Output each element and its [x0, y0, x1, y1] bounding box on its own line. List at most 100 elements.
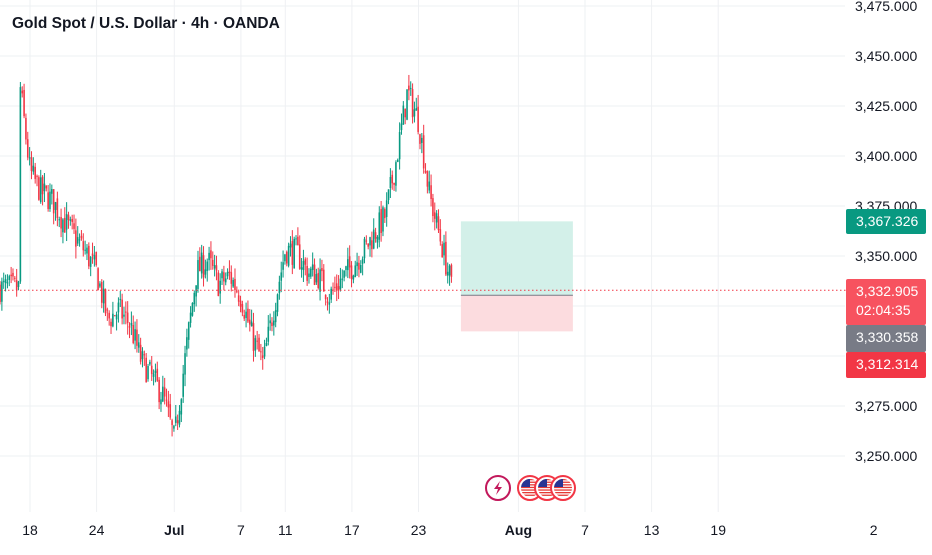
candle-body [26, 139, 29, 158]
candle-body [450, 264, 453, 277]
x-tick-label: 24 [89, 522, 105, 538]
candle-body [352, 275, 355, 280]
candle-body [137, 342, 140, 348]
candle-body [195, 285, 197, 297]
candle-body [430, 185, 432, 200]
candle-body [422, 135, 425, 169]
candle-body [358, 262, 360, 270]
candle-body [250, 321, 253, 327]
candle-body [298, 244, 301, 269]
candle-body [21, 90, 24, 94]
candle-body [110, 321, 112, 327]
candle-body [389, 176, 392, 189]
candle-body [113, 315, 116, 317]
candle-body [112, 313, 114, 327]
candle-body [398, 132, 401, 160]
candle-body [382, 207, 384, 232]
candle-body [441, 244, 443, 258]
entry-price-badge: 3,330.358 [846, 325, 926, 352]
candle-body [400, 123, 403, 131]
candle-body [1, 281, 3, 302]
y-axis: 3,250.0003,275.0003,350.0003,375.0003,40… [855, 0, 917, 464]
candle-body [221, 271, 223, 279]
x-tick-label: 2 [870, 522, 878, 538]
candle-body [361, 258, 364, 264]
candle-body [241, 304, 244, 313]
candle-body [115, 314, 118, 320]
candle-body [73, 223, 75, 229]
candle-body [287, 245, 290, 266]
candle-body [56, 198, 59, 219]
candle-body [271, 322, 273, 327]
candle-body [378, 212, 381, 240]
candle-body [261, 355, 264, 358]
candle-body [243, 314, 246, 319]
candle-body [396, 159, 399, 162]
candle-body [315, 274, 318, 283]
candle-body [130, 322, 133, 326]
candle-body [432, 198, 434, 217]
candle-body [428, 181, 431, 191]
candle-body [152, 373, 155, 377]
us-flag-icon[interactable] [550, 475, 576, 501]
candle-body [337, 286, 340, 291]
x-tick-label: 17 [344, 522, 360, 538]
candle-body [348, 256, 351, 268]
candle-body [43, 183, 46, 192]
candle-body [2, 280, 5, 282]
candle-body [184, 353, 186, 375]
candle-body [88, 245, 90, 267]
candle-body [384, 209, 386, 219]
candle-body [417, 106, 419, 132]
y-tick-label: 3,450.000 [855, 48, 917, 64]
candle-body [38, 177, 40, 200]
candle-body [141, 351, 144, 360]
candle-body [252, 323, 255, 351]
candle-body [326, 301, 329, 303]
candle-body [419, 134, 421, 144]
candle-body [93, 255, 96, 260]
candle-body [248, 319, 251, 325]
candle-body [365, 240, 368, 242]
candle-body [150, 365, 153, 374]
candle-body [84, 249, 86, 251]
candle-body [193, 292, 196, 305]
candle-body [14, 277, 16, 279]
y-tick-label: 3,250.000 [855, 448, 917, 464]
y-tick-label: 3,275.000 [855, 398, 917, 414]
candle-body [232, 280, 234, 287]
candle-body [136, 329, 138, 346]
candle-body [245, 311, 247, 318]
candle-body [25, 117, 27, 140]
candle-body [280, 272, 283, 281]
candle-body [300, 267, 303, 270]
candle-body [319, 269, 321, 292]
candle-body [369, 237, 371, 246]
candle-body [237, 295, 240, 302]
candle-body [213, 265, 216, 269]
candle-body [306, 265, 308, 281]
lightning-icon[interactable] [485, 475, 511, 501]
current-price-badge: 3,332.905 02:04:35 [846, 279, 926, 325]
candle-body [67, 214, 70, 221]
candle-body [121, 299, 123, 319]
candle-body [311, 264, 314, 271]
candle-body [334, 286, 336, 288]
candle-body [313, 264, 316, 285]
candle-body [356, 262, 358, 267]
y-tick-label: 3,350.000 [855, 248, 917, 264]
candle-body [322, 269, 325, 292]
candle-body [273, 320, 275, 326]
candle-body [223, 272, 225, 282]
candle-body [282, 262, 284, 270]
candle-body [236, 291, 238, 293]
candle-body [0, 284, 1, 302]
candle-body [32, 165, 35, 172]
candle-body [285, 251, 288, 264]
candle-body [372, 229, 375, 249]
candle-body [276, 294, 279, 312]
candle-body [99, 283, 101, 287]
candle-body [58, 219, 61, 221]
